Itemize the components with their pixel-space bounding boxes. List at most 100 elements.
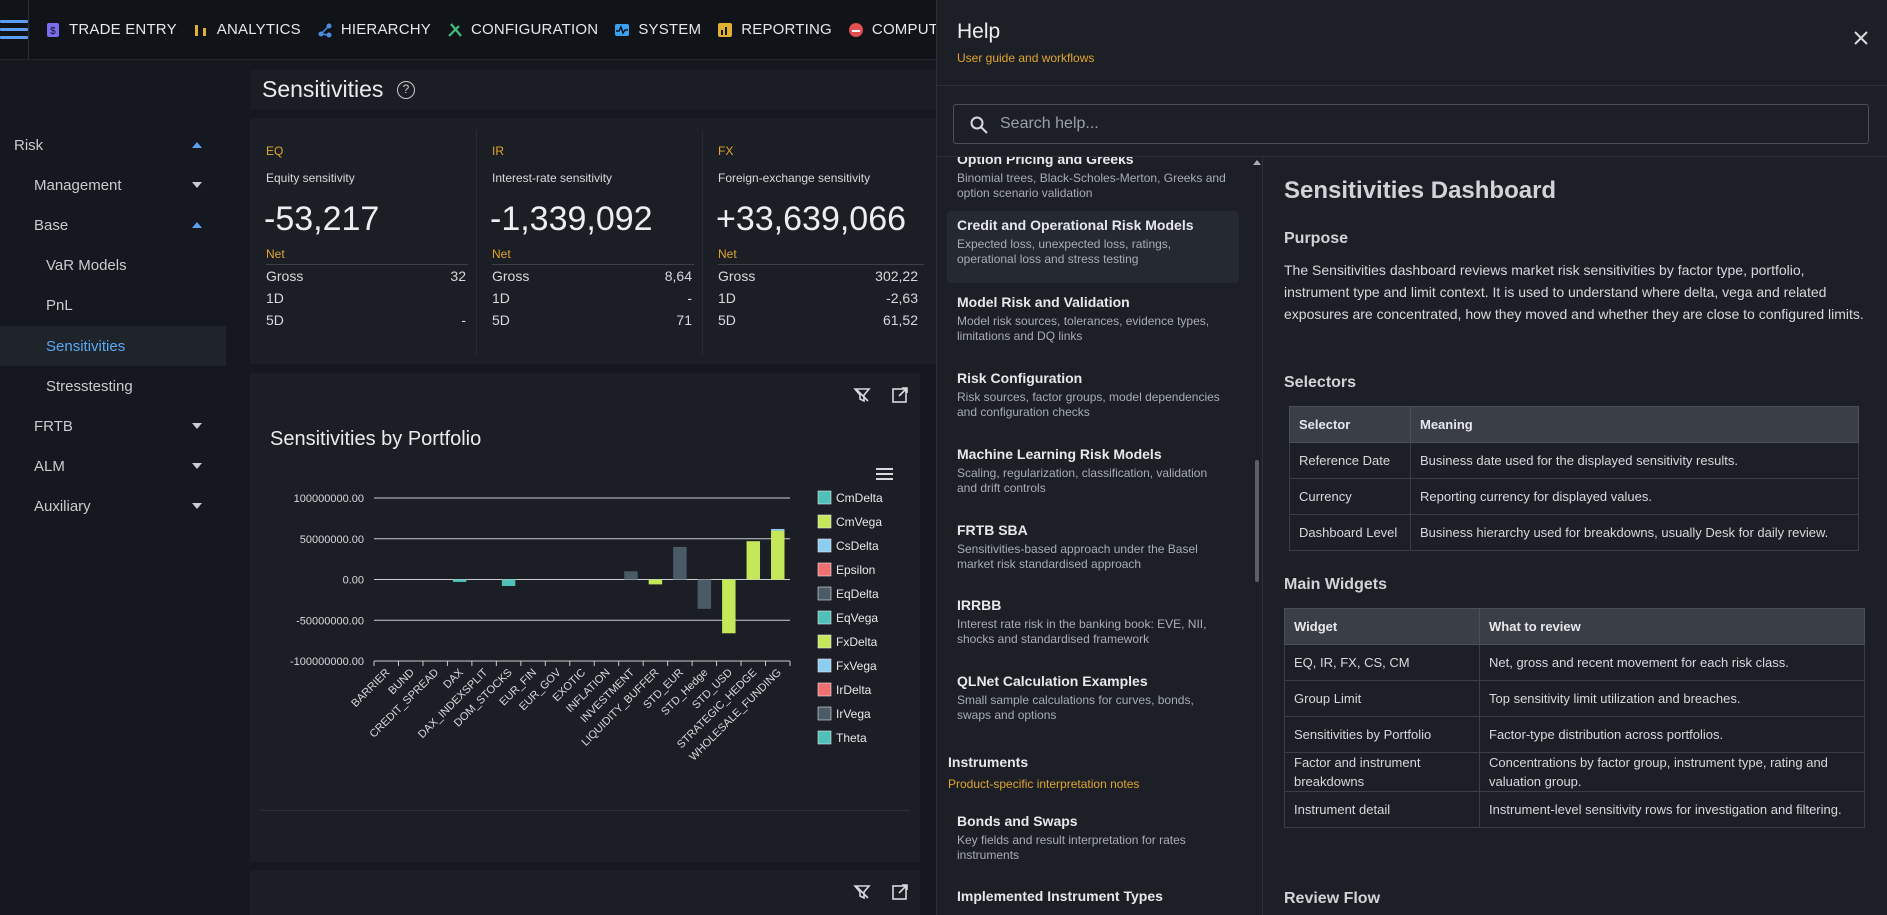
clear-filter-icon-2[interactable] <box>853 883 871 901</box>
toc-item-desc: Key fields and result interpretation for… <box>957 833 1186 862</box>
help-search-input[interactable] <box>998 105 1858 143</box>
legend-label: IrVega <box>836 707 871 721</box>
sidebar-item-label: Stresstesting <box>46 377 133 395</box>
bar-cmdelta <box>452 579 467 582</box>
nav-analytics[interactable]: ANALYTICS <box>185 0 309 60</box>
table-cell: Net, gross and recent movement for each … <box>1479 644 1865 681</box>
menu-icon[interactable] <box>0 0 29 60</box>
bar-cmvega <box>648 579 663 585</box>
risk-card-eq: EQ Equity sensitivity -53,217 Net Gross 32 1D 5… <box>250 118 468 364</box>
table-header: Widget <box>1284 608 1480 645</box>
system-pulse-icon <box>615 23 630 36</box>
nav-label: ANALYTICS <box>216 21 301 38</box>
help-article: Sensitivities Dashboard Purpose The Sens… <box>1284 157 1874 915</box>
toc-item-desc: Expected loss, unexpected loss, ratings,… <box>957 237 1172 266</box>
table-cell: Factor-type distribution across portfoli… <box>1479 716 1865 753</box>
toc-item[interactable]: Risk Configuration Risk sources, factor g… <box>947 364 1239 436</box>
open-external-icon-2[interactable] <box>891 883 909 901</box>
nav-trade-entry[interactable]: $ TRADE ENTRY <box>37 0 185 60</box>
help-circle-icon[interactable]: ? <box>397 81 415 99</box>
help-drawer: Help User guide and workflows Option Pri… <box>936 0 1887 915</box>
close-icon[interactable] <box>1851 28 1871 48</box>
toc-scrollbar[interactable] <box>1255 460 1259 582</box>
nav-reporting[interactable]: REPORTING <box>709 0 840 60</box>
sidebar-item-auxiliary[interactable]: Auxiliary <box>0 486 226 526</box>
toc-item-title: FRTB SBA <box>957 522 1028 538</box>
chevron-up-icon[interactable] <box>192 142 202 148</box>
nav-hierarchy[interactable]: HIERARCHY <box>309 0 439 60</box>
toc-item[interactable]: IRRBB Interest rate risk in the banking b… <box>947 591 1239 663</box>
toc-item[interactable]: Implemented Instrument Types <box>947 882 1239 908</box>
bar-cmvega <box>771 530 785 580</box>
sidebar-item-management[interactable]: Management <box>0 165 226 205</box>
svg-text:$: $ <box>50 26 56 37</box>
table-row: Reference Date Business date used for the… <box>1289 442 1859 479</box>
table-cell: Currency <box>1289 478 1411 515</box>
nav-compute[interactable]: COMPUTE <box>840 0 956 60</box>
help-search-box <box>953 104 1869 144</box>
toc-item-desc: Interest rate risk in the banking book: … <box>957 617 1207 646</box>
bar-eqdelta <box>673 546 687 580</box>
sidebar-item-pnl[interactable]: PnL <box>0 285 226 325</box>
second-panel <box>250 870 920 915</box>
toc-item[interactable]: Model Risk and Validation Model risk sour… <box>947 288 1239 360</box>
table-row: Group Limit Top sensitivity limit utiliza… <box>1284 680 1865 717</box>
toc-item-desc: Small sample calculations for curves, bo… <box>957 693 1194 722</box>
sidebar-item-stresstesting[interactable]: Stresstesting <box>0 366 226 406</box>
widgets-table: Widget What to review EQ, IR, FX, CS, CM N… <box>1284 608 1865 828</box>
toc-item[interactable]: Machine Learning Risk Models Scaling, reg… <box>947 440 1239 512</box>
chart-menu-icon[interactable] <box>876 468 894 482</box>
open-external-icon[interactable] <box>891 386 909 404</box>
toc-item-desc: Scaling, regularization, classification,… <box>957 466 1208 495</box>
toc-item[interactable]: FRTB SBA Sensitivities-based approach und… <box>947 516 1239 588</box>
risk-class-code: EQ <box>266 144 284 158</box>
chevron-down-icon[interactable] <box>192 182 202 188</box>
risk-class-desc: Foreign-exchange sensitivity <box>718 171 871 185</box>
risk-card-ir: IR Interest-rate sensitivity -1,339,092 Net… <box>476 118 694 364</box>
compute-icon <box>848 22 863 37</box>
sidebar-item-sensitivities[interactable]: Sensitivities <box>0 326 226 366</box>
chevron-down-icon[interactable] <box>192 463 202 469</box>
nav-configuration[interactable]: CONFIGURATION <box>439 0 606 60</box>
sensitivities-chart: 100000000.00 50000000.00 0.00 -50000000.00 -… <box>290 490 883 763</box>
toc-item[interactable]: QLNet Calculation Examples Small sample c… <box>947 667 1239 739</box>
toc-item-desc: Model risk sources, tolerances, evidence… <box>957 314 1210 343</box>
1d-value: - <box>687 290 692 306</box>
clear-filter-icon[interactable] <box>853 386 871 404</box>
5d-row: 5D 71 <box>492 312 692 328</box>
sidebar-item-frtb[interactable]: FRTB <box>0 406 226 446</box>
legend-label: CmDelta <box>836 491 883 505</box>
nav-label: HIERARCHY <box>340 21 431 38</box>
5d-value: 71 <box>676 312 692 328</box>
sidebar-item-base[interactable]: Base <box>0 205 226 245</box>
table-cell: Instrument-level sensitivity rows for in… <box>1479 791 1865 828</box>
sidebar-item-risk[interactable]: Risk <box>0 125 226 165</box>
sidebar-item-alm[interactable]: ALM <box>0 446 226 486</box>
sidebar: Risk Management Base VaR Models PnL Sensitivi… <box>0 60 226 915</box>
gross-value: 302,22 <box>875 268 918 284</box>
chevron-up-icon[interactable] <box>192 222 202 228</box>
toc-item[interactable]: Credit and Operational Risk Models Expect… <box>947 211 1239 283</box>
toc-item[interactable]: Bonds and Swaps Key fields and result int… <box>947 807 1239 863</box>
gross-value: 8,64 <box>664 268 692 284</box>
sidebar-item-label: Management <box>34 176 122 194</box>
table-cell: Instrument detail <box>1284 791 1480 828</box>
5d-row: 5D 61,52 <box>718 312 918 328</box>
table-cell: Business hierarchy used for breakdowns, … <box>1410 514 1859 551</box>
selectors-heading: Selectors <box>1284 374 1357 391</box>
chevron-down-icon[interactable] <box>192 503 202 509</box>
purpose-heading: Purpose <box>1284 230 1349 247</box>
1d-row: 1D -2,63 <box>718 290 918 306</box>
toc-item[interactable]: Option Pricing and Greeks Binomial trees,… <box>947 157 1239 217</box>
nav-system[interactable]: SYSTEM <box>606 0 709 60</box>
search-icon <box>970 116 988 134</box>
article-title: Sensitivities Dashboard <box>1284 177 1557 204</box>
table-header: What to review <box>1479 608 1865 645</box>
chevron-down-icon[interactable] <box>192 423 202 429</box>
scroll-up-icon[interactable] <box>1253 160 1261 165</box>
net-value: +33,639,066 <box>716 200 907 238</box>
risk-class-desc: Equity sensitivity <box>266 171 355 185</box>
toc-item-title: Option Pricing and Greeks <box>957 157 1134 167</box>
sidebar-item-var-models[interactable]: VaR Models <box>0 245 226 285</box>
net-label: Net <box>266 247 285 261</box>
